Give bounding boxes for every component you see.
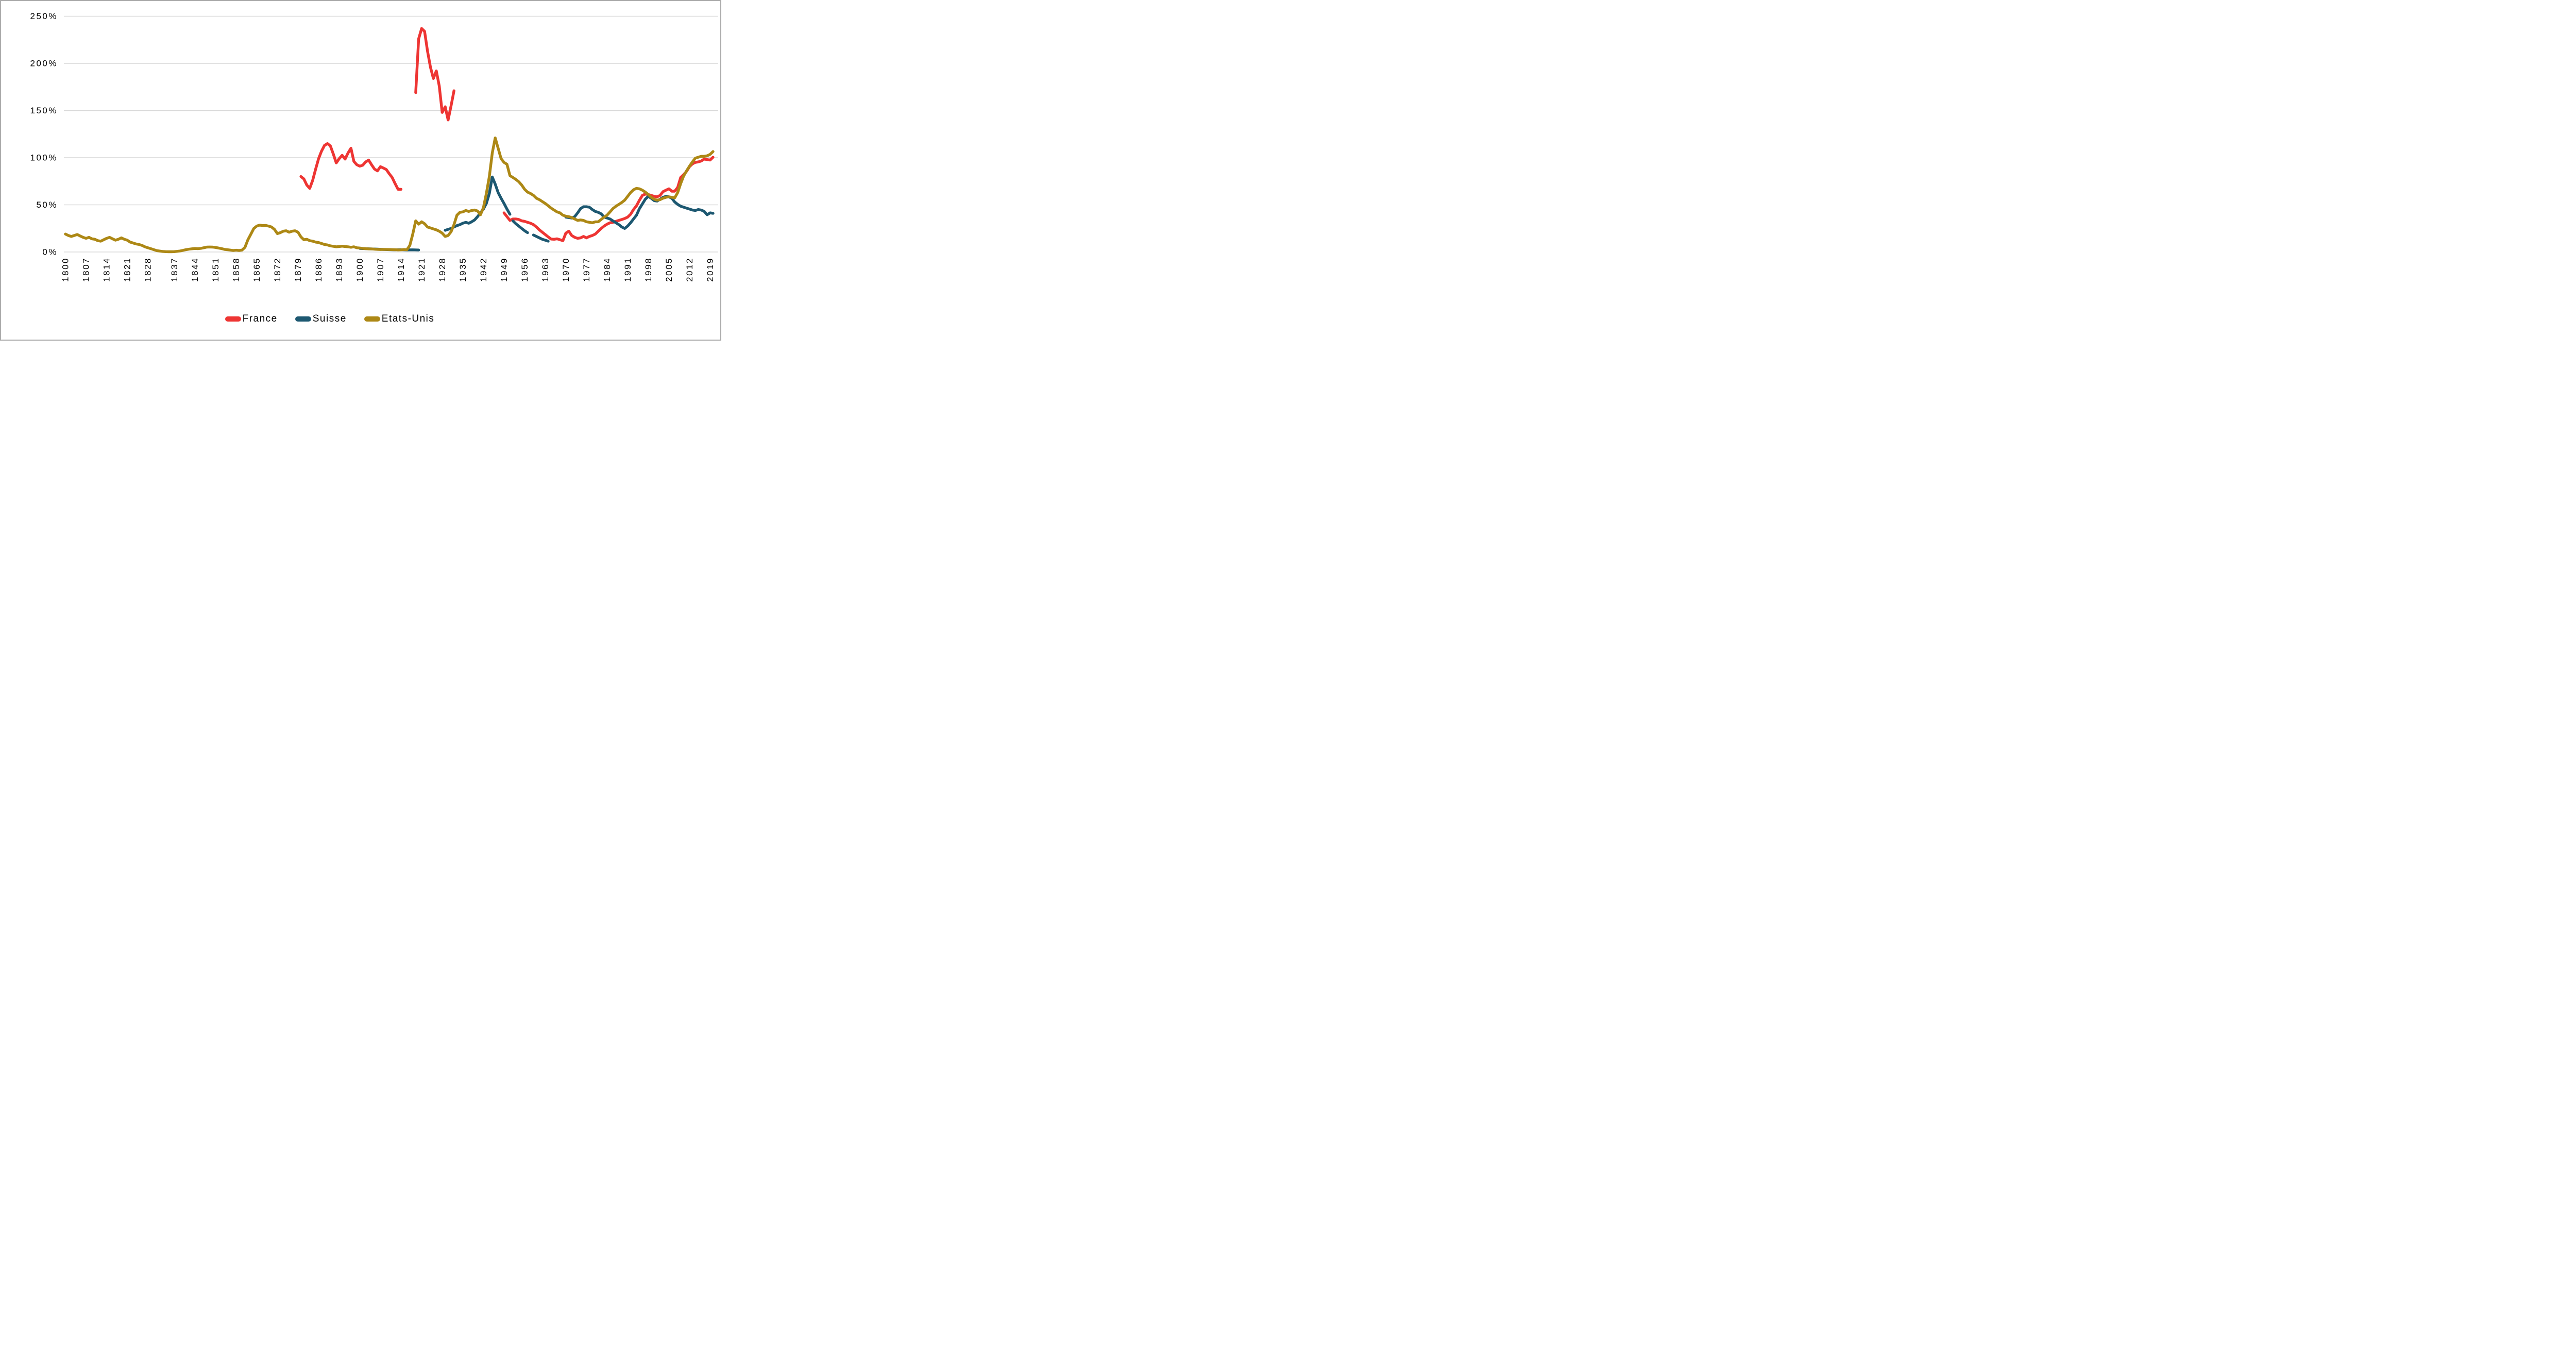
legend-swatch-suisse: [295, 316, 311, 322]
x-tick-label-1949: 1949: [499, 257, 509, 282]
legend-swatch-france: [225, 316, 241, 322]
series-line-suisse-seg3: [511, 219, 529, 234]
legend-swatch-etats-unis: [364, 316, 380, 322]
x-tick-label-1914: 1914: [396, 257, 406, 282]
x-tick-label-2012: 2012: [685, 257, 694, 282]
legend-item-etats-unis: Etats-Unis: [364, 313, 435, 325]
legend-item-france: France: [225, 313, 278, 325]
x-tick-label-1928: 1928: [437, 257, 447, 282]
x-tick-label-1893: 1893: [334, 257, 344, 282]
x-tick-label-2019: 2019: [705, 257, 715, 282]
x-tick-label-1921: 1921: [417, 257, 427, 282]
series-line-suisse-seg2: [444, 175, 512, 232]
chart-legend: France Suisse Etats-Unis: [1, 313, 720, 325]
legend-label-suisse: Suisse: [312, 313, 347, 324]
x-tick-label-1807: 1807: [81, 257, 91, 282]
y-tick-label-250%: 250%: [30, 11, 58, 21]
x-tick-label-1963: 1963: [540, 257, 550, 282]
x-tick-label-1814: 1814: [101, 257, 111, 282]
series-line-suisse-seg4: [532, 233, 550, 243]
x-tick-label-1900: 1900: [355, 257, 365, 282]
x-tick-label-1970: 1970: [561, 257, 571, 282]
y-tick-label-0%: 0%: [42, 247, 58, 257]
x-tick-label-1998: 1998: [643, 257, 653, 282]
x-tick-label-1872: 1872: [273, 257, 282, 282]
x-tick-label-1935: 1935: [458, 257, 468, 282]
x-tick-label-1991: 1991: [623, 257, 633, 282]
x-tick-label-1858: 1858: [231, 257, 241, 282]
legend-label-etats-unis: Etats-Unis: [381, 313, 435, 324]
series-line-etats-unis-seg1: [64, 136, 715, 254]
x-tick-label-1865: 1865: [252, 257, 262, 282]
y-tick-label-150%: 150%: [30, 106, 58, 115]
legend-item-suisse: Suisse: [295, 313, 347, 325]
legend-label-france: France: [242, 313, 278, 324]
x-tick-label-1956: 1956: [520, 257, 530, 282]
x-tick-label-1844: 1844: [190, 257, 200, 282]
series-line-france-seg2: [414, 27, 455, 122]
x-tick-label-1977: 1977: [582, 257, 591, 282]
x-tick-label-1886: 1886: [314, 257, 324, 282]
x-tick-label-1984: 1984: [602, 257, 612, 282]
series-line-france-seg1: [299, 142, 403, 191]
debt-gdp-line-chart: 0% 50% 100% 150% 200% 250% 1800 1807 1814 1821 182…: [30, 11, 718, 282]
y-tick-label-100%: 100%: [30, 153, 58, 163]
x-tick-label-1800: 1800: [61, 257, 71, 282]
x-tick-label-1851: 1851: [211, 257, 221, 282]
x-tick-label-2005: 2005: [664, 257, 674, 282]
y-tick-label-200%: 200%: [30, 59, 58, 69]
x-tick-label-1821: 1821: [122, 257, 132, 282]
x-tick-label-1828: 1828: [143, 257, 152, 282]
series-line-france-seg3: [502, 156, 715, 242]
x-tick-label-1907: 1907: [376, 257, 385, 282]
x-tick-label-1837: 1837: [170, 257, 179, 282]
x-tick-label-1942: 1942: [479, 257, 488, 282]
series-line-suisse-seg5: [564, 195, 715, 230]
chart-figure: 0% 50% 100% 150% 200% 250% 1800 1807 1814 1821 182…: [0, 0, 721, 341]
y-tick-label-50%: 50%: [36, 200, 58, 210]
x-tick-label-1879: 1879: [293, 257, 303, 282]
